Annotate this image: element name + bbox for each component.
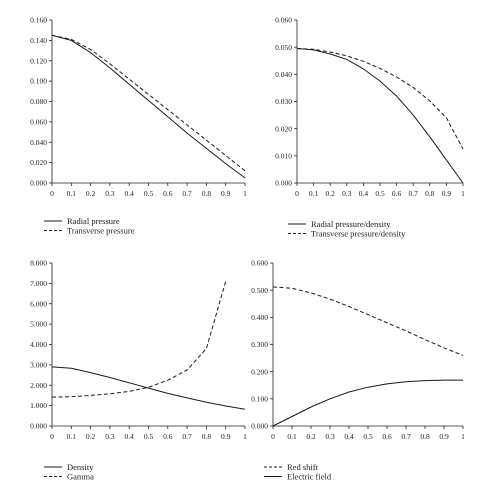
x-tick-label: 0.6	[163, 189, 173, 198]
y-tick-label: 0.100	[251, 394, 268, 403]
y-tick-label: 0.060	[30, 117, 47, 126]
x-tick-label: 0	[50, 189, 54, 198]
x-tick-label: 0	[50, 432, 54, 441]
y-tick-label: 0.300	[251, 340, 268, 349]
y-tick-label: 0.040	[30, 138, 47, 147]
x-tick-label: 0.4	[344, 432, 354, 441]
density-gamma-chart: 0.000 1.000 2.000 3.000 4.000 5.000 6.000 7.000…	[30, 259, 247, 482]
y-tick-label: 0.160	[30, 16, 47, 25]
legend-label: Electric field	[287, 472, 332, 482]
x-tick-label: 0.9	[221, 432, 231, 441]
redshift-field-chart: 0.000 0.100 0.200 0.300 0.400 0.500 0.600 0 0.1 0…	[251, 259, 465, 482]
y-tick-label: 4.000	[30, 340, 47, 349]
x-tick-label: 0.2	[306, 432, 316, 441]
y-tick-label: 5.000	[30, 320, 47, 329]
series-line-transverse-pressure-density	[296, 48, 464, 150]
x-tick-label: 0.7	[182, 189, 192, 198]
x-tick-label: 0.2	[86, 432, 96, 441]
y-tick-label: 0.000	[251, 422, 268, 431]
y-tick-label: 3.000	[30, 360, 47, 369]
y-tick-label: 0.050	[275, 43, 292, 52]
x-tick-label: 1	[243, 432, 247, 441]
y-tick-label: 0.120	[30, 56, 47, 65]
y-tick-label: 0.020	[30, 158, 47, 167]
x-tick-label: 0.9	[442, 189, 452, 198]
y-tick-label: 0.030	[275, 97, 292, 106]
y-tick-label: 0.140	[30, 36, 47, 45]
y-tick-label: 0.200	[251, 367, 268, 376]
x-tick-label: 0.1	[309, 189, 319, 198]
x-tick-label: 0.5	[363, 432, 373, 441]
x-tick-label: 0.8	[202, 189, 212, 198]
y-tick-label: 0.400	[251, 313, 268, 322]
x-tick-label: 0.4	[359, 189, 369, 198]
y-tick-label: 6.000	[30, 299, 47, 308]
x-tick-label: 0.7	[182, 432, 192, 441]
x-tick-label: 0.9	[221, 189, 231, 198]
y-tick-label: 0.060	[275, 16, 292, 25]
x-tick-label: 0.6	[382, 432, 392, 441]
x-tick-label: 0.8	[425, 189, 435, 198]
legend-label: Transverse pressure/density	[311, 229, 406, 239]
x-tick-label: 1	[243, 189, 247, 198]
x-tick-label: 0.3	[105, 432, 115, 441]
x-tick-label: 0.4	[125, 189, 135, 198]
x-tick-label: 0.6	[163, 432, 173, 441]
x-tick-label: 0.1	[67, 189, 77, 198]
y-tick-label: 0.080	[30, 97, 47, 106]
x-tick-label: 0.5	[144, 189, 154, 198]
series-line-density	[51, 366, 246, 410]
series-line-red-shift	[272, 286, 464, 356]
x-tick-label: 0.2	[326, 189, 336, 198]
pressure-density-chart: 0.000 0.010 0.020 0.030 0.040 0.050 0.060 0 0.1 0…	[275, 16, 465, 239]
x-tick-label: 1	[461, 189, 465, 198]
x-tick-label: 0.8	[420, 432, 430, 441]
y-tick-label: 8.000	[30, 259, 47, 268]
legend-label: Density	[67, 462, 94, 472]
x-tick-label: 0.1	[287, 432, 297, 441]
x-tick-label: 0.6	[392, 189, 402, 198]
x-tick-label: 0.3	[325, 432, 335, 441]
y-tick-label: 0.000	[30, 179, 47, 188]
y-tick-label: 7.000	[30, 279, 47, 288]
y-tick-label: 1.000	[30, 401, 47, 410]
series-line-electric-field	[272, 379, 463, 427]
legend-label: Radial pressure	[67, 216, 120, 226]
x-tick-label: 0.8	[202, 432, 212, 441]
pressure-chart: 0.000 0.020 0.040 0.060 0.080 0.100 0.120 0.140…	[30, 16, 247, 236]
y-tick-label: 0.000	[30, 422, 47, 431]
x-tick-label: 0.7	[409, 189, 419, 198]
x-tick-label: 0	[271, 432, 275, 441]
series-line-gamma	[51, 281, 227, 398]
legend-label: Transverse pressure	[67, 226, 135, 236]
x-tick-label: 0.2	[86, 189, 96, 198]
y-tick-label: 0.100	[30, 77, 47, 86]
x-tick-label: 0.5	[144, 432, 154, 441]
legend-label: Radial pressure/density	[311, 219, 391, 229]
x-tick-label: 0.1	[67, 432, 77, 441]
x-tick-label: 1	[461, 432, 465, 441]
y-tick-label: 0.020	[275, 124, 292, 133]
legend-label: Red shift	[287, 462, 319, 472]
series-line-transverse-pressure	[51, 34, 246, 172]
y-tick-label: 0.500	[251, 286, 268, 295]
y-tick-label: 0.010	[275, 151, 292, 160]
x-tick-label: 0	[295, 189, 299, 198]
x-tick-label: 0.5	[375, 189, 385, 198]
x-tick-label: 0.7	[401, 432, 411, 441]
series-line-radial-pressure-density	[296, 48, 464, 184]
y-tick-label: 2.000	[30, 381, 47, 390]
x-tick-label: 0.3	[105, 189, 115, 198]
y-tick-label: 0.000	[275, 179, 292, 188]
x-tick-label: 0.4	[125, 432, 135, 441]
legend-label: Gamma	[67, 472, 94, 482]
x-tick-label: 0.3	[342, 189, 352, 198]
x-tick-label: 0.9	[439, 432, 449, 441]
series-line-radial-pressure	[51, 34, 246, 179]
y-tick-label: 0.040	[275, 70, 292, 79]
y-tick-label: 0.600	[251, 259, 268, 268]
